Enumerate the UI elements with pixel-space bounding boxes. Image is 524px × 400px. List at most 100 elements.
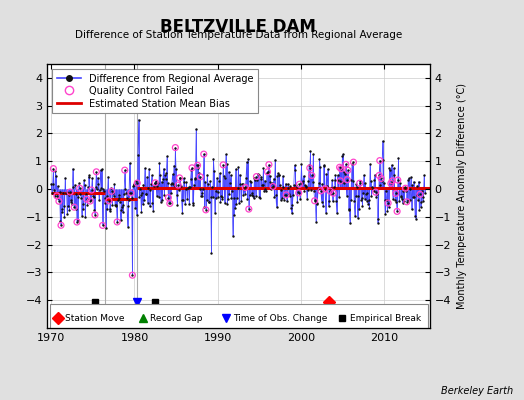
Point	[123, 224, 132, 230]
Point	[400, 184, 409, 190]
Point	[185, 183, 194, 190]
Point	[200, 203, 209, 210]
Point	[370, 176, 378, 183]
Point	[130, 180, 139, 187]
Point	[192, 126, 200, 132]
Point	[236, 172, 244, 178]
Point	[270, 194, 279, 200]
Point	[135, 194, 144, 201]
Point	[56, 188, 64, 195]
Point	[294, 190, 303, 196]
Point	[367, 178, 375, 184]
Point	[413, 182, 421, 189]
Point	[241, 184, 249, 191]
Point	[236, 181, 245, 188]
Point	[230, 195, 238, 201]
Point	[221, 200, 229, 206]
Point	[216, 198, 225, 205]
Point	[241, 190, 249, 197]
Point	[67, 198, 75, 205]
Point	[384, 200, 392, 206]
Point	[114, 192, 123, 198]
Point	[401, 185, 410, 192]
Point	[409, 194, 417, 200]
Point	[396, 180, 404, 186]
Point	[298, 180, 307, 186]
Point	[408, 182, 417, 188]
Point	[128, 272, 137, 278]
Point	[76, 190, 84, 197]
Point	[208, 184, 216, 190]
Point	[92, 169, 101, 175]
Point	[244, 156, 253, 163]
Point	[255, 194, 264, 200]
Point	[97, 185, 105, 191]
Point	[77, 194, 85, 201]
Point	[134, 151, 142, 158]
Point	[334, 176, 342, 183]
Point	[105, 208, 114, 214]
Point	[373, 191, 381, 197]
Point	[228, 188, 236, 194]
Point	[166, 200, 174, 207]
Text: Difference of Station Temperature Data from Regional Average: Difference of Station Temperature Data f…	[75, 30, 402, 40]
Point	[412, 192, 421, 198]
Point	[326, 188, 334, 194]
Point	[73, 217, 82, 223]
Point	[299, 178, 307, 184]
Point	[135, 116, 143, 123]
Point	[347, 177, 356, 184]
Point	[257, 174, 266, 180]
Point	[168, 180, 176, 186]
Point	[288, 210, 296, 217]
Point	[50, 187, 58, 194]
Point	[234, 185, 242, 192]
Point	[248, 190, 256, 196]
Point	[107, 188, 116, 194]
Point	[137, 192, 145, 198]
Point	[312, 218, 320, 225]
Point	[251, 177, 259, 183]
Point	[200, 151, 208, 157]
Point	[376, 158, 384, 164]
Point	[189, 202, 198, 208]
Point	[387, 180, 395, 186]
Point	[198, 190, 206, 196]
Point	[260, 188, 268, 195]
Point	[337, 166, 345, 172]
Point	[64, 192, 73, 198]
Point	[351, 192, 359, 199]
Point	[226, 172, 235, 178]
FancyBboxPatch shape	[50, 304, 428, 328]
Point	[266, 178, 274, 185]
Point	[276, 182, 284, 188]
Point	[183, 185, 192, 192]
Point	[398, 200, 407, 206]
Point	[84, 174, 93, 180]
Point	[220, 173, 228, 179]
Point	[215, 178, 223, 184]
Point	[157, 198, 165, 205]
Point	[263, 169, 271, 176]
Point	[355, 180, 364, 186]
Point	[237, 198, 245, 204]
Point	[253, 177, 261, 184]
Point	[176, 175, 184, 182]
Point	[170, 162, 178, 169]
Point	[416, 191, 424, 198]
Point	[148, 172, 156, 179]
Point	[48, 190, 56, 196]
Point	[342, 193, 351, 199]
Point	[210, 168, 219, 174]
Point	[78, 213, 86, 219]
Point	[308, 172, 316, 179]
Point	[391, 190, 400, 197]
Point	[282, 192, 290, 198]
Point	[181, 201, 189, 208]
Point	[231, 205, 239, 212]
Point	[75, 180, 83, 186]
Point	[213, 175, 221, 181]
Point	[128, 272, 137, 278]
Point	[163, 180, 172, 187]
Point	[269, 183, 277, 190]
